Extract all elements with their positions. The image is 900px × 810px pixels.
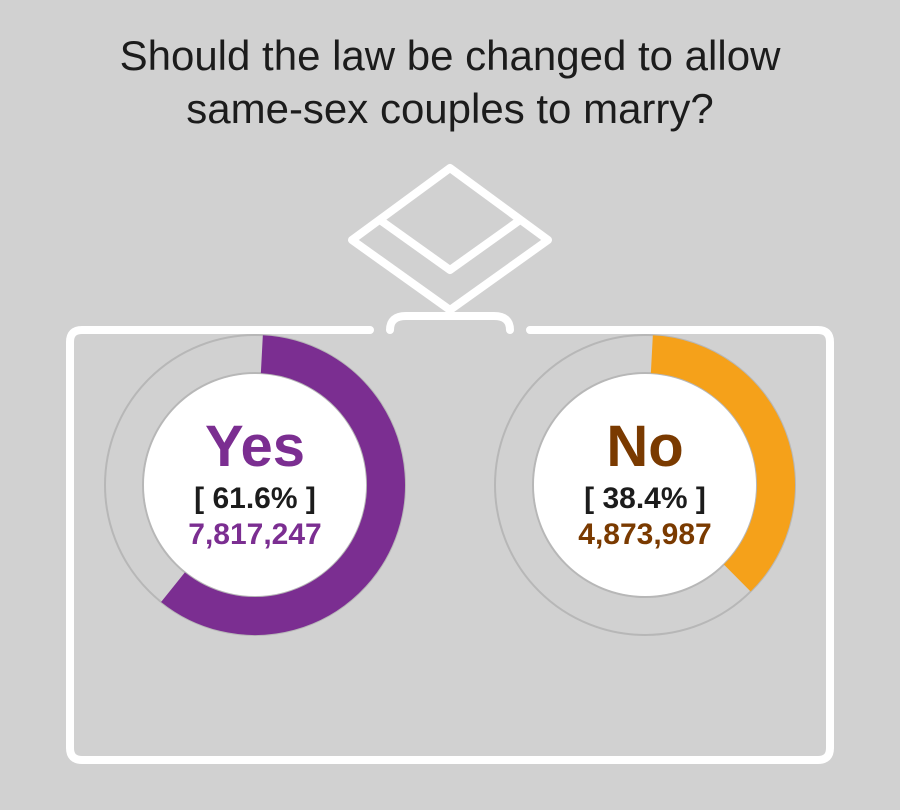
yes-donut: Yes [ 61.6% ] 7,817,247	[90, 320, 420, 650]
no-percent: [ 38.4% ]	[584, 482, 706, 516]
question-line-1: Should the law be changed to allow	[120, 32, 781, 79]
infographic-stage: Should the law be changed to allow same-…	[0, 0, 900, 810]
yes-count: 7,817,247	[188, 518, 321, 552]
question-line-2: same-sex couples to marry?	[186, 85, 714, 132]
question-text: Should the law be changed to allow same-…	[0, 30, 900, 135]
yes-percent: [ 61.6% ]	[194, 482, 316, 516]
no-donut-center: No [ 38.4% ] 4,873,987	[480, 320, 810, 650]
yes-donut-center: Yes [ 61.6% ] 7,817,247	[90, 320, 420, 650]
donut-charts-row: Yes [ 61.6% ] 7,817,247 No [ 38.4% ] 4,8…	[0, 320, 900, 650]
no-count: 4,873,987	[578, 518, 711, 552]
no-donut: No [ 38.4% ] 4,873,987	[480, 320, 810, 650]
yes-label: Yes	[205, 418, 305, 476]
no-label: No	[606, 418, 683, 476]
